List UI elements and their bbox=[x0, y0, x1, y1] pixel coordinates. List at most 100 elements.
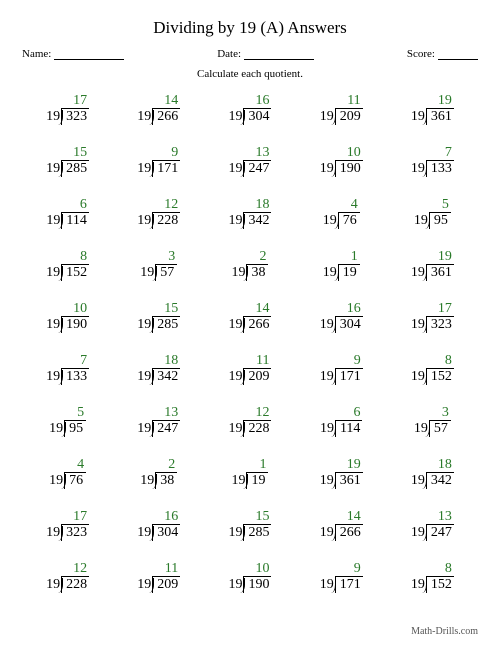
division-bracket: 19361 bbox=[335, 472, 363, 489]
long-division: 197133 bbox=[411, 160, 454, 177]
dividend: 361 bbox=[340, 474, 361, 488]
long-division: 1914266 bbox=[228, 316, 271, 333]
quotient: 11 bbox=[165, 562, 178, 576]
quotient: 6 bbox=[80, 198, 87, 212]
page-title: Dividing by 19 (A) Answers bbox=[22, 18, 478, 38]
problem-cell: 198152 bbox=[387, 558, 478, 610]
problem-cell: 1916304 bbox=[296, 298, 387, 350]
long-division: 19595 bbox=[49, 420, 86, 437]
long-division: 1917323 bbox=[411, 316, 454, 333]
long-division: 1919361 bbox=[411, 108, 454, 125]
problem-cell: 196114 bbox=[296, 402, 387, 454]
quotient: 14 bbox=[255, 302, 269, 316]
dividend: 38 bbox=[160, 474, 175, 488]
problem-cell: 199171 bbox=[296, 350, 387, 402]
quotient: 14 bbox=[347, 510, 361, 524]
problem-cell: 19119 bbox=[204, 454, 295, 506]
division-bracket: 14266 bbox=[243, 316, 271, 333]
quotient: 4 bbox=[351, 198, 358, 212]
dividend: 76 bbox=[69, 474, 84, 488]
division-bracket: 18342 bbox=[152, 368, 180, 385]
division-bracket: 11209 bbox=[335, 108, 363, 125]
problem-cell: 1919361 bbox=[387, 246, 478, 298]
quotient: 1 bbox=[259, 458, 266, 472]
problem-cell: 1912228 bbox=[113, 194, 204, 246]
division-bracket: 11209 bbox=[152, 576, 180, 593]
long-division: 1919361 bbox=[320, 472, 363, 489]
quotient: 13 bbox=[438, 510, 452, 524]
long-division: 1914266 bbox=[137, 108, 180, 125]
division-bracket: 19361 bbox=[426, 108, 454, 125]
problem-cell: 199171 bbox=[113, 142, 204, 194]
dividend: 342 bbox=[431, 474, 452, 488]
dividend: 247 bbox=[431, 526, 452, 540]
long-division: 1911209 bbox=[320, 108, 363, 125]
dividend: 38 bbox=[251, 266, 266, 280]
problem-cell: 19476 bbox=[22, 454, 113, 506]
problem-cell: 1916304 bbox=[204, 90, 295, 142]
name-label: Name: bbox=[22, 48, 51, 60]
dividend: 304 bbox=[340, 318, 361, 332]
division-bracket: 9171 bbox=[152, 160, 180, 177]
problem-cell: 19238 bbox=[204, 246, 295, 298]
division-bracket: 15285 bbox=[243, 524, 271, 541]
dividend: 19 bbox=[251, 474, 266, 488]
long-division: 1917323 bbox=[46, 524, 89, 541]
long-division: 1910190 bbox=[228, 576, 271, 593]
long-division: 1910190 bbox=[320, 160, 363, 177]
problem-cell: 1911209 bbox=[204, 350, 295, 402]
quotient: 2 bbox=[168, 458, 175, 472]
long-division: 1918342 bbox=[411, 472, 454, 489]
dividend: 266 bbox=[157, 110, 178, 124]
long-division: 19119 bbox=[231, 472, 268, 489]
name-field: Name: bbox=[22, 48, 124, 60]
dividend: 171 bbox=[157, 162, 178, 176]
long-division: 1912228 bbox=[228, 420, 271, 437]
dividend: 190 bbox=[248, 578, 269, 592]
dividend: 209 bbox=[157, 578, 178, 592]
long-division: 19476 bbox=[323, 212, 360, 229]
long-division: 1913247 bbox=[411, 524, 454, 541]
dividend: 171 bbox=[340, 370, 361, 384]
problem-cell: 1914266 bbox=[113, 90, 204, 142]
division-bracket: 17323 bbox=[426, 316, 454, 333]
dividend: 19 bbox=[343, 266, 358, 280]
problem-cell: 199171 bbox=[296, 558, 387, 610]
dividend: 114 bbox=[66, 214, 86, 228]
problem-cell: 1918342 bbox=[387, 454, 478, 506]
division-bracket: 357 bbox=[155, 264, 177, 281]
problem-cell: 1913247 bbox=[387, 506, 478, 558]
dividend: 152 bbox=[66, 266, 87, 280]
dividend: 361 bbox=[431, 266, 452, 280]
quotient: 7 bbox=[445, 146, 452, 160]
dividend: 304 bbox=[157, 526, 178, 540]
quotient: 12 bbox=[164, 198, 178, 212]
quotient: 19 bbox=[438, 250, 452, 264]
division-bracket: 7133 bbox=[61, 368, 89, 385]
quotient: 17 bbox=[73, 510, 87, 524]
quotient: 9 bbox=[171, 146, 178, 160]
quotient: 15 bbox=[255, 510, 269, 524]
quotient: 16 bbox=[255, 94, 269, 108]
quotient: 1 bbox=[351, 250, 358, 264]
dividend: 171 bbox=[340, 578, 361, 592]
division-bracket: 14266 bbox=[152, 108, 180, 125]
quotient: 9 bbox=[354, 354, 361, 368]
problem-cell: 1915285 bbox=[22, 142, 113, 194]
division-bracket: 13247 bbox=[152, 420, 180, 437]
division-bracket: 12228 bbox=[243, 420, 271, 437]
quotient: 14 bbox=[164, 94, 178, 108]
long-division: 1918342 bbox=[137, 368, 180, 385]
division-bracket: 119 bbox=[246, 472, 268, 489]
quotient: 10 bbox=[255, 562, 269, 576]
problem-cell: 19595 bbox=[387, 194, 478, 246]
dividend: 228 bbox=[157, 214, 178, 228]
dividend: 209 bbox=[248, 370, 269, 384]
date-label: Date: bbox=[217, 48, 241, 60]
quotient: 13 bbox=[255, 146, 269, 160]
dividend: 57 bbox=[160, 266, 175, 280]
long-division: 1919361 bbox=[411, 264, 454, 281]
problem-cell: 19595 bbox=[22, 402, 113, 454]
problem-cell: 1915285 bbox=[113, 298, 204, 350]
long-division: 1918342 bbox=[228, 212, 271, 229]
